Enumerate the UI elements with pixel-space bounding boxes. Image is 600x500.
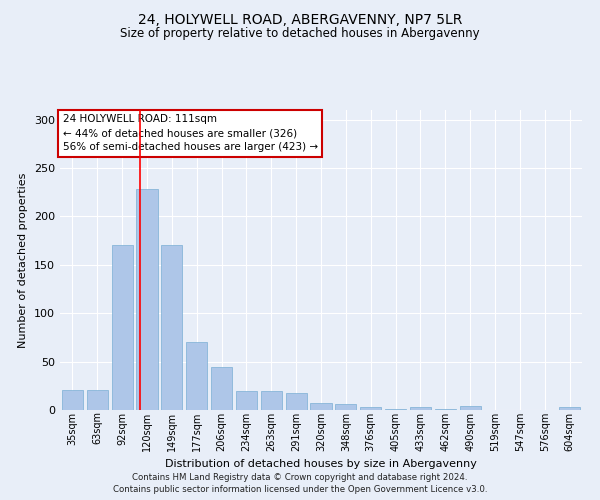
Bar [460, 406, 481, 410]
Bar [236, 390, 257, 410]
Text: 24 HOLYWELL ROAD: 111sqm
← 44% of detached houses are smaller (326)
56% of semi-: 24 HOLYWELL ROAD: 111sqm ← 44% of detach… [62, 114, 318, 152]
Bar [161, 246, 182, 410]
Bar [286, 392, 307, 410]
Bar [335, 404, 356, 410]
Bar [559, 407, 580, 410]
Y-axis label: Number of detached properties: Number of detached properties [19, 172, 28, 348]
Bar [310, 403, 332, 410]
Bar [186, 342, 207, 410]
Bar [136, 190, 158, 410]
Bar [385, 409, 406, 410]
Text: 24, HOLYWELL ROAD, ABERGAVENNY, NP7 5LR: 24, HOLYWELL ROAD, ABERGAVENNY, NP7 5LR [138, 12, 462, 26]
Text: Contains HM Land Registry data © Crown copyright and database right 2024.: Contains HM Land Registry data © Crown c… [132, 474, 468, 482]
Bar [360, 407, 381, 410]
Text: Contains public sector information licensed under the Open Government Licence v3: Contains public sector information licen… [113, 485, 487, 494]
Bar [211, 368, 232, 410]
Bar [87, 390, 108, 410]
Bar [261, 390, 282, 410]
Bar [62, 390, 83, 410]
Bar [435, 409, 456, 410]
Bar [112, 246, 133, 410]
Bar [410, 407, 431, 410]
Text: Size of property relative to detached houses in Abergavenny: Size of property relative to detached ho… [120, 28, 480, 40]
X-axis label: Distribution of detached houses by size in Abergavenny: Distribution of detached houses by size … [165, 459, 477, 469]
